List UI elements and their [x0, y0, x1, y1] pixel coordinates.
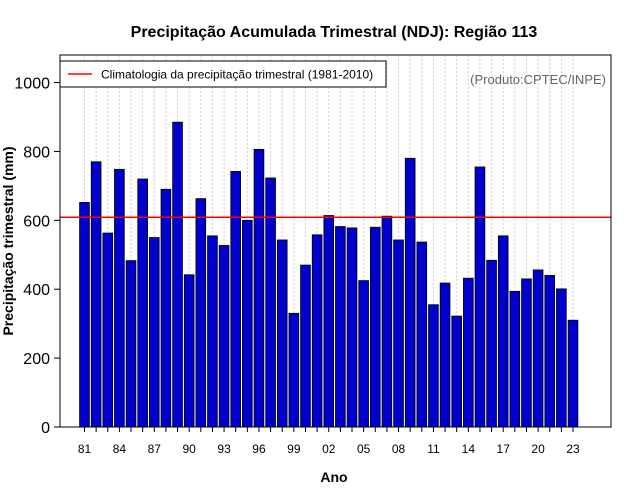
x-tick-label: 99: [287, 442, 301, 456]
bar-02: [323, 215, 335, 428]
bar-91: [195, 198, 207, 428]
bar-86: [137, 178, 148, 428]
bar-05: [358, 280, 369, 428]
x-tick-label: 23: [566, 442, 580, 456]
bars: [79, 121, 579, 428]
bar-88: [160, 188, 172, 428]
legend: Climatologia da precipitação trimestral …: [59, 60, 387, 88]
x-tick-label: 87: [148, 442, 162, 456]
bar-95: [242, 219, 253, 428]
y-axis: 0 200 400 600 800 1000: [14, 76, 60, 437]
legend-label: Climatologia da precipitação trimestral …: [101, 68, 373, 82]
bar-21: [544, 275, 556, 428]
bar-09: [404, 157, 416, 428]
bar-85: [125, 260, 137, 428]
bar-90: [183, 274, 195, 428]
bar-14: [463, 277, 474, 428]
bar-22: [556, 288, 567, 428]
bar-81: [79, 202, 90, 428]
bar-01: [311, 234, 323, 428]
x-tick-label: 93: [217, 442, 231, 456]
x-tick-label: 81: [78, 442, 92, 456]
bar-23: [567, 319, 579, 428]
x-tick-label: 14: [462, 442, 476, 456]
bar-87: [149, 237, 160, 428]
bar-15: [474, 166, 486, 428]
bar-99: [288, 312, 300, 428]
bar-17: [497, 235, 509, 428]
x-tick-label: 11: [427, 442, 440, 456]
y-tick-label: 600: [23, 213, 50, 230]
credit-text: (Produto:CPTEC/INPE): [470, 72, 606, 87]
bar-13: [451, 315, 462, 428]
bar-18: [509, 290, 521, 428]
x-tick-label: 20: [531, 442, 545, 456]
bar-11: [428, 304, 439, 428]
bar-93: [218, 245, 230, 428]
x-axis: 81 84 87 90 93 96 99 02 05 08 11 14 17 20 23: [60, 426, 611, 456]
y-tick-label: 200: [23, 351, 50, 368]
bar-94: [230, 171, 241, 428]
bar-00: [300, 264, 311, 428]
x-tick-label: 17: [497, 442, 511, 456]
bar-08: [393, 239, 404, 428]
legend-box: [59, 60, 387, 88]
y-tick-label: 1000: [14, 76, 50, 93]
bar-07: [381, 215, 393, 428]
x-tick-label: 05: [357, 442, 371, 456]
bar-10: [416, 241, 428, 428]
bar-20: [532, 269, 544, 428]
y-tick-label: 0: [41, 420, 50, 437]
bar-04: [346, 227, 358, 428]
bar-12: [439, 282, 451, 428]
bar-89: [172, 121, 183, 428]
x-tick-label: 84: [113, 442, 127, 456]
bar-92: [207, 235, 218, 428]
bar-98: [276, 239, 288, 428]
bar-82: [90, 161, 102, 428]
bar-84: [114, 168, 125, 428]
bar-06: [369, 226, 381, 428]
x-tick-label: 96: [252, 442, 266, 456]
bar-96: [253, 148, 265, 428]
bar-03: [335, 226, 346, 428]
x-axis-label: Ano: [320, 469, 347, 485]
bar-97: [265, 177, 276, 428]
y-axis-label: Precipitação trimestral (mm): [0, 146, 16, 335]
bar-19: [521, 278, 532, 428]
x-tick-label: 02: [322, 442, 336, 456]
chart-title: Precipitação Acumulada Trimestral (NDJ):…: [131, 24, 538, 41]
bar-16: [486, 259, 497, 428]
x-tick-label: 90: [182, 442, 196, 456]
x-tick-label: 08: [392, 442, 406, 456]
y-tick-label: 400: [23, 282, 50, 299]
y-tick-label: 800: [23, 144, 50, 161]
bar-83: [102, 232, 114, 428]
